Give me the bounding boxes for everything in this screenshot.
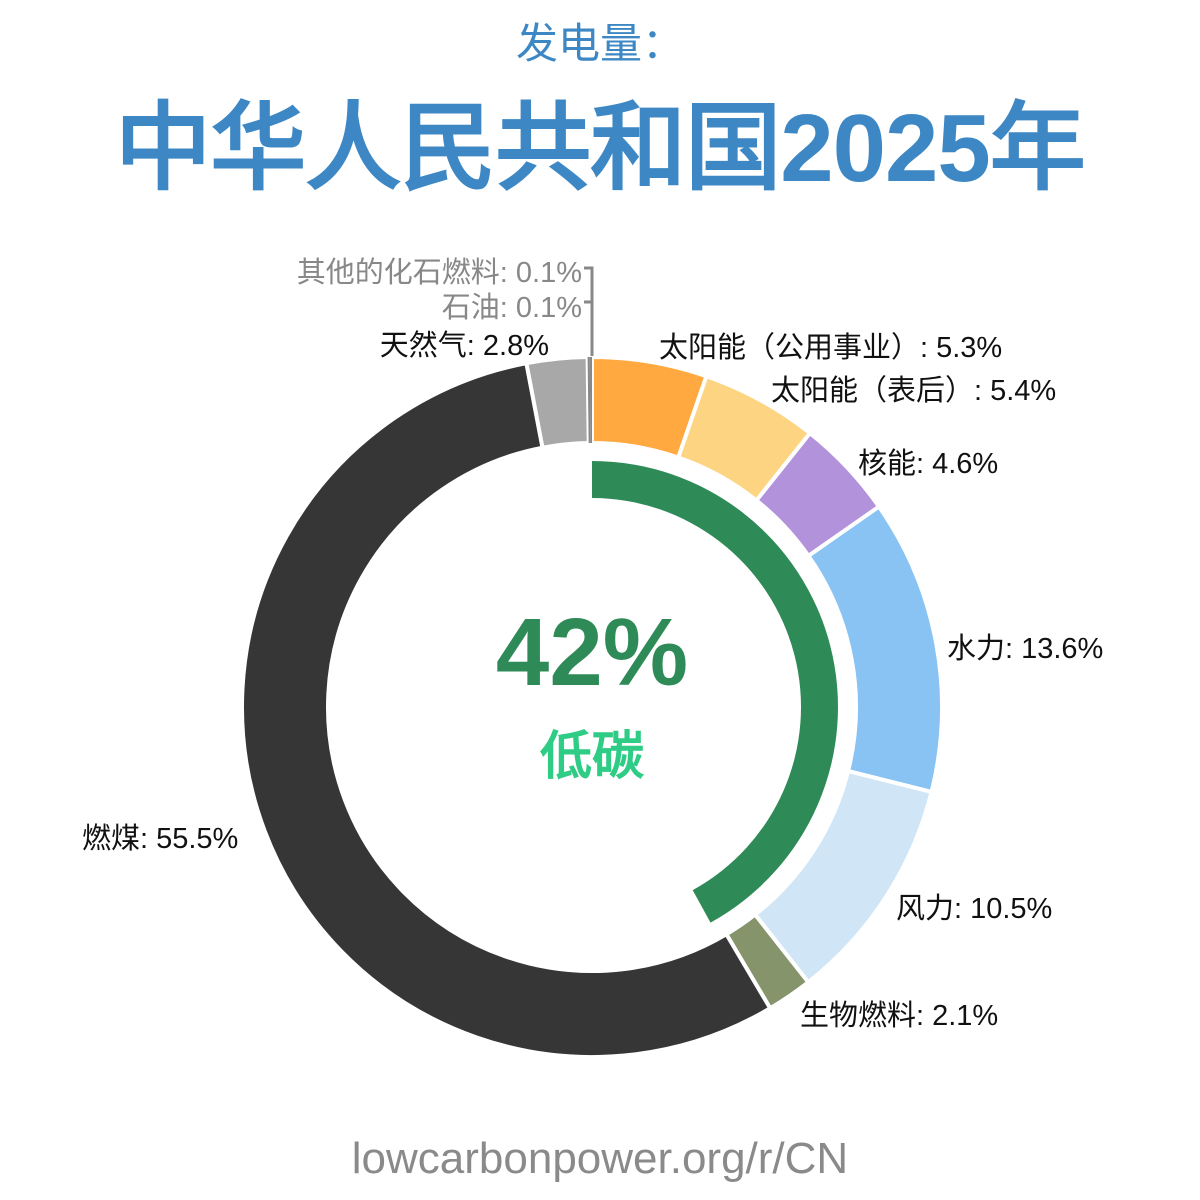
label-nuclear: 核能: 4.6% [858, 448, 999, 480]
label-solar-btm: 太阳能（表后）: 5.4% [771, 375, 1057, 407]
low-carbon-arc [592, 461, 838, 923]
low-carbon-ring [592, 461, 838, 923]
donut-slice-9 [589, 357, 592, 444]
label-gas: 天然气: 2.8% [379, 330, 549, 362]
label-solar-utility: 太阳能（公用事业）: 5.3% [659, 332, 1003, 364]
label-oil: 石油: 0.1% [441, 292, 582, 324]
label-other-fossil: 其他的化石燃料: 0.1% [296, 257, 582, 289]
donut-slice-8 [587, 357, 591, 444]
label-wind: 风力: 10.5% [896, 893, 1053, 925]
small-slices-leader-line [584, 266, 594, 356]
donut-slices [240, 354, 944, 1059]
chart-subtitle: 发电量： [515, 20, 684, 67]
label-coal: 燃煤: 55.5% [82, 823, 239, 855]
donut-slice-6 [240, 360, 773, 1059]
low-carbon-label: 低碳 [539, 728, 644, 786]
donut-slice-7 [524, 355, 591, 451]
source-link[interactable]: lowcarbonpower.org/r/CN [351, 1134, 849, 1183]
label-bio: 生物燃料: 2.1% [800, 1000, 999, 1032]
chart-title: 中华人民共和国2025年 [115, 95, 1086, 202]
label-hydro: 水力: 13.6% [947, 633, 1104, 665]
low-carbon-percentage: 42% [495, 599, 689, 706]
